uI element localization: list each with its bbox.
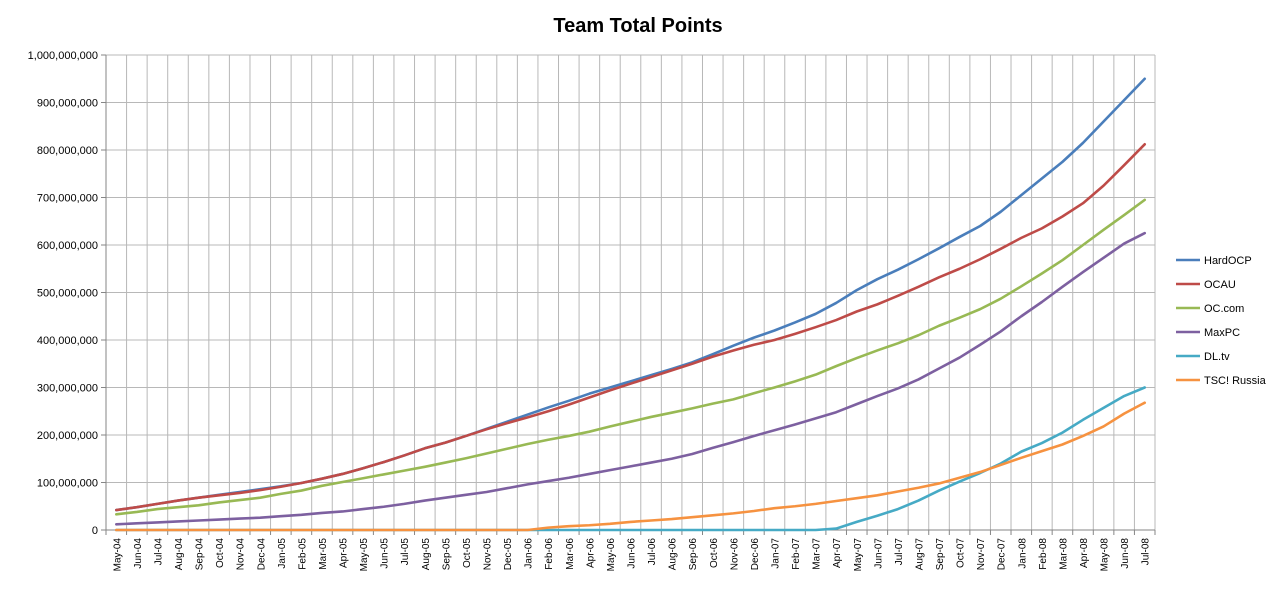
y-tick-label: 300,000,000 — [37, 383, 98, 395]
x-tick-label: Feb-07 — [791, 538, 802, 570]
x-tick-label: Aug-05 — [421, 538, 432, 571]
x-tick-label: May-07 — [853, 538, 864, 572]
y-tick-label: 1,000,000,000 — [28, 50, 98, 62]
x-tick-label: Apr-06 — [585, 538, 596, 568]
x-tick-label: Jun-06 — [627, 538, 638, 569]
series-line-ocau — [114, 143, 1147, 512]
series-line-maxpc — [114, 231, 1147, 526]
y-tick-label: 200,000,000 — [37, 430, 98, 442]
x-tick-label: Dec-04 — [256, 538, 267, 571]
y-tick-label: 900,000,000 — [37, 98, 98, 110]
legend-label-maxpc: MaxPC — [1204, 327, 1240, 339]
x-tick-label: Sep-07 — [935, 538, 946, 571]
x-tick-label: Sep-06 — [688, 538, 699, 571]
x-tick-label: May-04 — [112, 538, 123, 572]
x-tick-label: Nov-04 — [236, 538, 247, 571]
x-tick-label: Apr-07 — [832, 538, 843, 568]
x-axis-tick-labels: May-04 Jun-04 Jul-04 Aug-04 Sep-04 Oct-04 Nov-… — [112, 538, 1151, 572]
x-tick-label: Oct-05 — [462, 538, 473, 568]
x-tick-label: Sep-04 — [195, 538, 206, 571]
x-tick-label: Dec-07 — [997, 538, 1008, 571]
x-tick-label: May-05 — [359, 538, 370, 572]
x-tick-label: Jan-06 — [524, 538, 535, 569]
x-tick-label: Nov-05 — [483, 538, 494, 571]
chart-title: Team Total Points — [553, 15, 722, 37]
x-tick-label: Feb-06 — [544, 538, 555, 570]
x-tick-label: Jun-04 — [133, 538, 144, 569]
y-tick-label: 500,000,000 — [37, 288, 98, 300]
x-tick-label: Jul-08 — [1141, 538, 1152, 566]
x-tick-label: Mar-07 — [812, 538, 823, 570]
legend-label-oc-com: OC.com — [1204, 303, 1244, 315]
gridlines — [105, 54, 1156, 531]
y-tick-label: 100,000,000 — [37, 478, 98, 490]
legend-label-hardocp: HardOCP — [1204, 255, 1252, 267]
x-tick-label: Jul-05 — [400, 538, 411, 566]
y-tick-label: 700,000,000 — [37, 193, 98, 205]
x-tick-label: May-08 — [1100, 538, 1111, 572]
axes — [101, 54, 1156, 535]
x-tick-label: Jun-07 — [873, 538, 884, 569]
x-tick-label: Jun-05 — [380, 538, 391, 569]
y-tick-label: 600,000,000 — [37, 240, 98, 252]
x-tick-label: Apr-08 — [1079, 538, 1090, 568]
x-tick-label: Oct-07 — [956, 538, 967, 568]
x-tick-label: Aug-04 — [174, 538, 185, 571]
legend-label-ocau: OCAU — [1204, 279, 1236, 291]
x-tick-label: Sep-05 — [441, 538, 452, 571]
series-lines — [114, 77, 1147, 532]
y-tick-label: 400,000,000 — [37, 335, 98, 347]
y-axis-tick-labels: 0 100,000,000 200,000,000 300,000,000 400,00… — [28, 50, 98, 537]
y-tick-label: 800,000,000 — [37, 145, 98, 157]
legend-label-tsc-russia: TSC! Russia — [1204, 375, 1267, 387]
series-line-tsc-russia — [114, 401, 1147, 532]
x-tick-label: Nov-06 — [729, 538, 740, 571]
x-tick-label: Oct-04 — [215, 538, 226, 568]
x-tick-label: Jan-07 — [770, 538, 781, 569]
x-tick-label: Mar-08 — [1058, 538, 1069, 570]
y-tick-label: 0 — [92, 525, 98, 537]
x-tick-label: Jul-07 — [894, 538, 905, 566]
x-tick-label: Mar-06 — [565, 538, 576, 570]
x-tick-label: Dec-06 — [750, 538, 761, 571]
x-tick-label: Aug-07 — [914, 538, 925, 571]
x-tick-label: Nov-07 — [976, 538, 987, 571]
x-tick-label: Aug-06 — [668, 538, 679, 571]
series-line-oc-com — [114, 198, 1147, 516]
x-tick-label: Feb-05 — [297, 538, 308, 570]
x-tick-label: Mar-05 — [318, 538, 329, 570]
x-tick-label: May-06 — [606, 538, 617, 572]
x-tick-label: Oct-06 — [709, 538, 720, 568]
x-tick-label: Feb-08 — [1038, 538, 1049, 570]
x-tick-label: Jan-08 — [1017, 538, 1028, 569]
legend: HardOCP OCAU OC.com MaxPC DL.tv TSC! Russia — [1176, 255, 1267, 387]
x-tick-label: Jul-06 — [647, 538, 658, 566]
x-tick-label: Dec-05 — [503, 538, 514, 571]
x-tick-label: Jul-04 — [153, 538, 164, 566]
x-tick-label: Jun-08 — [1120, 538, 1131, 569]
x-tick-label: Apr-05 — [339, 538, 350, 568]
x-tick-label: Jan-05 — [277, 538, 288, 569]
legend-label-dl-tv: DL.tv — [1204, 351, 1230, 363]
